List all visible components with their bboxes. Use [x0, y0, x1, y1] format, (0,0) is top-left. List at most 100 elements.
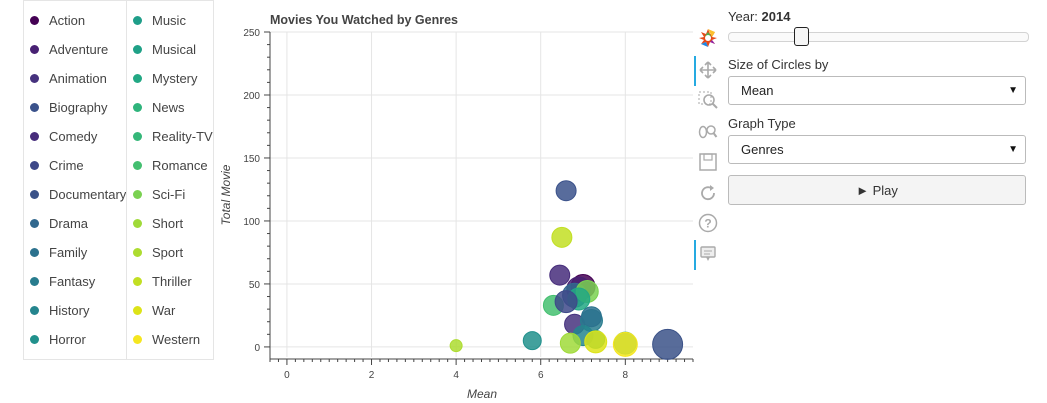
y-tick-label: 50: [249, 280, 261, 291]
legend-item: Sport: [133, 242, 183, 262]
legend-swatch: [30, 189, 39, 199]
legend-label: Horror: [49, 331, 86, 347]
svg-text:?: ?: [704, 217, 711, 231]
x-tick-label: 4: [453, 370, 459, 381]
legend-label: Fantasy: [49, 273, 96, 289]
y-tick-label: 150: [243, 154, 260, 165]
data-points: [449, 180, 684, 360]
chart-title: Movies You Watched by Genres: [270, 13, 458, 27]
legend-label: Short: [152, 215, 184, 231]
size-label: Size of Circles by: [728, 57, 829, 72]
legend-item: Mystery: [133, 68, 198, 88]
legend-item: Comedy: [30, 126, 97, 146]
legend-label: Family: [49, 244, 88, 260]
size-select-value: Mean: [741, 83, 774, 98]
legend-swatch: [133, 160, 142, 170]
hover-icon[interactable]: [694, 240, 720, 270]
legend-label: Romance: [152, 157, 208, 173]
legend-item: Short: [133, 213, 183, 233]
chevron-down-icon: ▼: [1008, 144, 1018, 155]
plot-area: [270, 32, 693, 357]
bokeh-logo-icon[interactable]: [696, 26, 720, 50]
legend-column-1: Action Adventure Animation Biography Comedy C…: [23, 0, 128, 360]
legend-swatch: [133, 218, 142, 228]
year-label: Year: 2014: [728, 9, 791, 24]
play-button[interactable]: ► Play: [728, 175, 1026, 205]
scatter-chart: Movies You Watched by Genres Mean Total …: [219, 13, 694, 401]
help-icon[interactable]: ?: [696, 211, 720, 235]
legend-item: Reality-TV: [133, 126, 213, 146]
y-tick-label: 250: [243, 28, 260, 39]
legend-label: Sci-Fi: [152, 186, 186, 202]
legend-item: Sci-Fi: [133, 184, 185, 204]
data-point: [559, 332, 581, 354]
legend-label: Biography: [49, 99, 108, 115]
wheel-zoom-icon[interactable]: [696, 120, 720, 144]
data-point: [652, 328, 684, 360]
legend-swatch: [30, 247, 39, 257]
legend-swatch: [30, 276, 39, 286]
year-slider-handle[interactable]: [794, 27, 809, 46]
legend-swatch: [30, 218, 39, 228]
legend-label: Documentary: [49, 186, 127, 202]
legend-swatch: [30, 15, 39, 25]
legend-swatch: [133, 73, 142, 83]
y-tick-label: 0: [254, 343, 260, 354]
save-icon[interactable]: [696, 150, 720, 174]
legend-item: Fantasy: [30, 271, 95, 291]
legend-swatch: [133, 44, 142, 54]
legend-swatch: [30, 131, 39, 141]
legend-swatch: [30, 160, 39, 170]
legend-item: Animation: [30, 68, 107, 88]
legend-column-2: Music Musical Mystery News Reality-TV Romance…: [126, 0, 214, 360]
graph-type-select[interactable]: Genres ▼: [728, 135, 1026, 164]
x-tick-label: 2: [369, 370, 375, 381]
legend-swatch: [30, 102, 39, 112]
legend-label: Mystery: [152, 70, 198, 86]
legend-item: Documentary: [30, 184, 126, 204]
x-tick-label: 6: [538, 370, 544, 381]
x-tick-label: 8: [623, 370, 629, 381]
chevron-down-icon: ▼: [1008, 85, 1018, 96]
box-zoom-icon[interactable]: [696, 89, 720, 113]
legend-item: Biography: [30, 97, 108, 117]
legend-swatch: [133, 334, 142, 344]
legend-item: Romance: [133, 155, 208, 175]
data-point: [549, 264, 571, 286]
legend-label: History: [49, 302, 90, 318]
legend-item: Western: [133, 329, 200, 349]
legend-item: News: [133, 97, 185, 117]
legend-swatch: [133, 189, 142, 199]
y-tick-label: 200: [243, 91, 260, 102]
size-select[interactable]: Mean ▼: [728, 76, 1026, 105]
legend-item: Music: [133, 10, 186, 30]
legend-swatch: [133, 102, 142, 112]
data-point: [580, 306, 602, 328]
legend-item: Adventure: [30, 39, 108, 59]
legend-label: Western: [152, 331, 201, 347]
pan-icon[interactable]: [694, 56, 720, 86]
legend-label: Comedy: [49, 128, 98, 144]
legend-label: News: [152, 99, 185, 115]
legend-swatch: [133, 247, 142, 257]
legend-item: Thriller: [133, 271, 192, 291]
axes: 0 2 4 6 8 0 50 100 150 200 250: [243, 28, 694, 381]
legend-label: War: [152, 302, 176, 318]
legend-swatch: [133, 305, 142, 315]
legend-item: Action: [30, 10, 85, 30]
data-point: [551, 226, 573, 248]
legend-item: Crime: [30, 155, 84, 175]
reset-icon[interactable]: [696, 181, 720, 205]
legend-label: Adventure: [49, 41, 109, 57]
graph-type-label: Graph Type: [728, 116, 796, 131]
data-point: [584, 330, 608, 354]
legend-item: History: [30, 300, 89, 320]
legend-label: Music: [152, 12, 186, 28]
legend-swatch: [133, 131, 142, 141]
year-slider[interactable]: [728, 32, 1029, 42]
grid: [270, 31, 693, 357]
legend-label: Musical: [152, 41, 197, 57]
data-point: [612, 331, 638, 357]
legend-item: Horror: [30, 329, 86, 349]
x-tick-label: 0: [284, 370, 290, 381]
